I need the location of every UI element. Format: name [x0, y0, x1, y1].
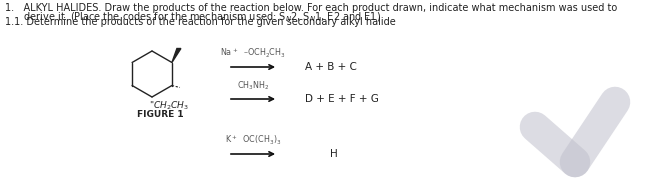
Text: D + E + F + G: D + E + F + G [305, 94, 379, 104]
Text: K$^+$  OC(CH$_3$)$_3$: K$^+$ OC(CH$_3$)$_3$ [225, 134, 281, 147]
Text: Na$^+$  –OCH$_2$CH$_3$: Na$^+$ –OCH$_2$CH$_3$ [220, 47, 286, 60]
Text: FIGURE 1: FIGURE 1 [137, 110, 183, 119]
Text: 1.1. Determine the products of the reaction for the given secondary alkyl halide: 1.1. Determine the products of the react… [5, 17, 396, 27]
Text: derive it. (Place the codes for the mechanism used: S$_N$2, S$_N$1, E2 and E1): derive it. (Place the codes for the mech… [5, 10, 381, 24]
Text: H: H [330, 149, 338, 159]
Polygon shape [172, 48, 181, 62]
Text: 1.   ALKYL HALIDES. Draw the products of the reaction below. For each product dr: 1. ALKYL HALIDES. Draw the products of t… [5, 3, 617, 13]
Text: A + B + C: A + B + C [305, 62, 357, 72]
Text: CH$_3$NH$_2$: CH$_3$NH$_2$ [237, 80, 269, 92]
Text: "CH$_2$CH$_3$: "CH$_2$CH$_3$ [149, 100, 189, 112]
